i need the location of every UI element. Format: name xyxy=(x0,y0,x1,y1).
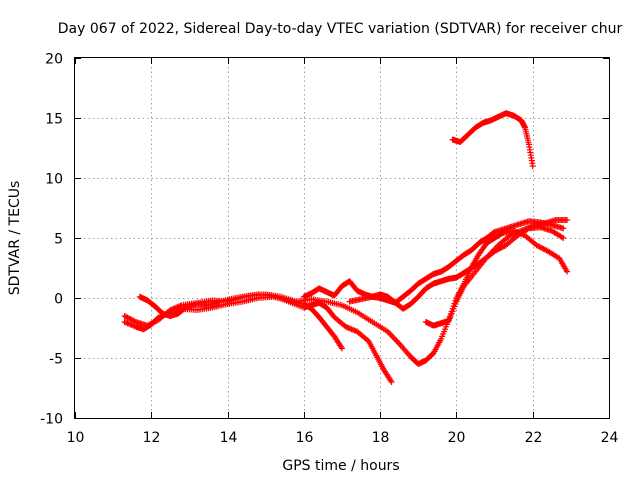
y-axis-label: SDTVAR / TECUs xyxy=(7,181,23,296)
x-tick-label: 12 xyxy=(143,430,161,446)
grid-lines xyxy=(75,58,609,418)
y-tick-label: 5 xyxy=(54,232,63,248)
x-tick-label: 20 xyxy=(448,430,466,446)
chart-title: Day 067 of 2022, Sidereal Day-to-day VTE… xyxy=(58,21,623,37)
series-track-6 xyxy=(422,217,571,329)
y-tick-label: -10 xyxy=(40,412,63,428)
data-point xyxy=(388,379,395,385)
data-point xyxy=(339,345,345,352)
x-tick-label: 18 xyxy=(372,430,390,446)
data-point xyxy=(560,225,567,232)
y-tick-label: 10 xyxy=(45,172,63,188)
data-point xyxy=(529,163,536,169)
axis-ticks xyxy=(75,58,610,419)
data-point xyxy=(564,217,571,223)
data-point xyxy=(560,235,567,241)
x-tick-label: 22 xyxy=(525,430,543,446)
y-tick-label: -5 xyxy=(49,352,63,368)
y-tick-label: 20 xyxy=(45,52,63,68)
data-marks xyxy=(121,110,571,385)
x-axis-label: GPS time / hours xyxy=(282,458,399,474)
plot-frame xyxy=(74,57,610,419)
series-track-7 xyxy=(449,110,536,169)
axis-tick-labels: 10 12 14 16 18 20 22 24 -10 -5 0 5 10 15 20 xyxy=(40,52,618,447)
y-tick-label: 0 xyxy=(54,292,63,308)
x-tick-label: 24 xyxy=(601,430,619,446)
data-point xyxy=(564,268,571,275)
x-tick-label: 14 xyxy=(220,430,238,446)
x-tick-label: 10 xyxy=(67,430,85,446)
series-track-4 xyxy=(300,218,567,306)
x-tick-label: 16 xyxy=(296,430,314,446)
y-tick-label: 15 xyxy=(45,112,63,128)
